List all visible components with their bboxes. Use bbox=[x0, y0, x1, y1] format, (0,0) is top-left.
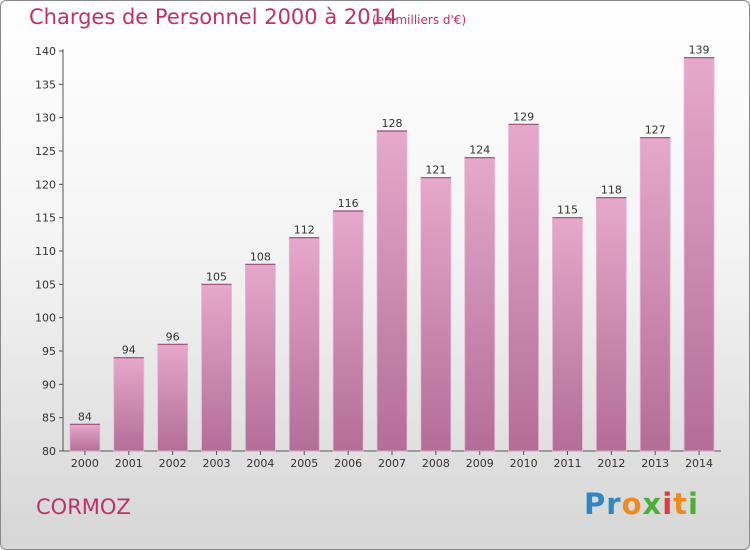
x-tick-label: 2012 bbox=[597, 457, 625, 470]
x-tick-label: 2013 bbox=[641, 457, 669, 470]
y-tick-label: 130 bbox=[35, 112, 56, 125]
y-tick-label: 95 bbox=[42, 345, 56, 358]
x-tick-label: 2000 bbox=[71, 457, 99, 470]
bar bbox=[376, 130, 408, 452]
x-tick-label: 2005 bbox=[290, 457, 318, 470]
data-label: 128 bbox=[382, 117, 403, 130]
x-tick-label: 2006 bbox=[334, 457, 362, 470]
data-label: 139 bbox=[689, 44, 710, 57]
x-tick-label: 2007 bbox=[378, 457, 406, 470]
x-tick-label: 2002 bbox=[159, 457, 187, 470]
bar bbox=[332, 210, 364, 452]
y-tick-label: 100 bbox=[35, 312, 56, 325]
bar bbox=[683, 57, 715, 452]
data-label: 116 bbox=[338, 197, 359, 210]
x-tick-label: 2003 bbox=[203, 457, 231, 470]
data-label: 96 bbox=[166, 330, 180, 343]
data-label: 129 bbox=[513, 110, 534, 123]
data-label: 118 bbox=[601, 184, 622, 197]
data-label: 84 bbox=[78, 410, 92, 423]
chart-subtitle: (en milliers d'€) bbox=[372, 13, 467, 27]
data-label: 121 bbox=[425, 164, 446, 177]
bar bbox=[464, 157, 496, 452]
x-tick-label: 2014 bbox=[685, 457, 713, 470]
y-tick-label: 90 bbox=[42, 378, 56, 391]
y-tick-label: 125 bbox=[35, 145, 56, 158]
bar bbox=[157, 343, 189, 452]
data-label: 108 bbox=[250, 250, 271, 263]
data-label: 94 bbox=[122, 344, 136, 357]
x-tick-label: 2004 bbox=[246, 457, 274, 470]
bar bbox=[69, 423, 101, 452]
bar bbox=[508, 123, 540, 452]
y-tick-label: 140 bbox=[35, 45, 56, 58]
data-label: 105 bbox=[206, 270, 227, 283]
bar bbox=[113, 357, 145, 452]
y-tick-label: 135 bbox=[35, 78, 56, 91]
data-label: 124 bbox=[469, 144, 490, 157]
data-label: 127 bbox=[645, 124, 666, 137]
y-tick-label: 105 bbox=[35, 278, 56, 291]
chart-title: Charges de Personnel 2000 à 2014 bbox=[29, 5, 398, 29]
proxiti-logo[interactable]: Proxiti bbox=[584, 487, 699, 521]
y-tick-label: 110 bbox=[35, 245, 56, 258]
y-tick-label: 80 bbox=[42, 445, 56, 458]
commune-name: CORMOZ bbox=[36, 495, 131, 519]
bar bbox=[288, 237, 320, 452]
data-label: 112 bbox=[294, 224, 315, 237]
x-tick-label: 2008 bbox=[422, 457, 450, 470]
x-tick-label: 2011 bbox=[553, 457, 581, 470]
bar bbox=[201, 283, 232, 452]
x-tick-label: 2010 bbox=[510, 457, 538, 470]
x-tick-label: 2001 bbox=[115, 457, 143, 470]
bar bbox=[420, 177, 452, 452]
bar bbox=[595, 197, 627, 452]
y-tick-label: 120 bbox=[35, 178, 56, 191]
bar bbox=[552, 217, 583, 452]
y-tick-label: 115 bbox=[35, 212, 56, 225]
bar bbox=[639, 137, 671, 452]
data-label: 115 bbox=[557, 204, 578, 217]
x-tick-label: 2009 bbox=[466, 457, 494, 470]
y-tick-label: 85 bbox=[42, 412, 56, 425]
bar bbox=[244, 263, 276, 452]
